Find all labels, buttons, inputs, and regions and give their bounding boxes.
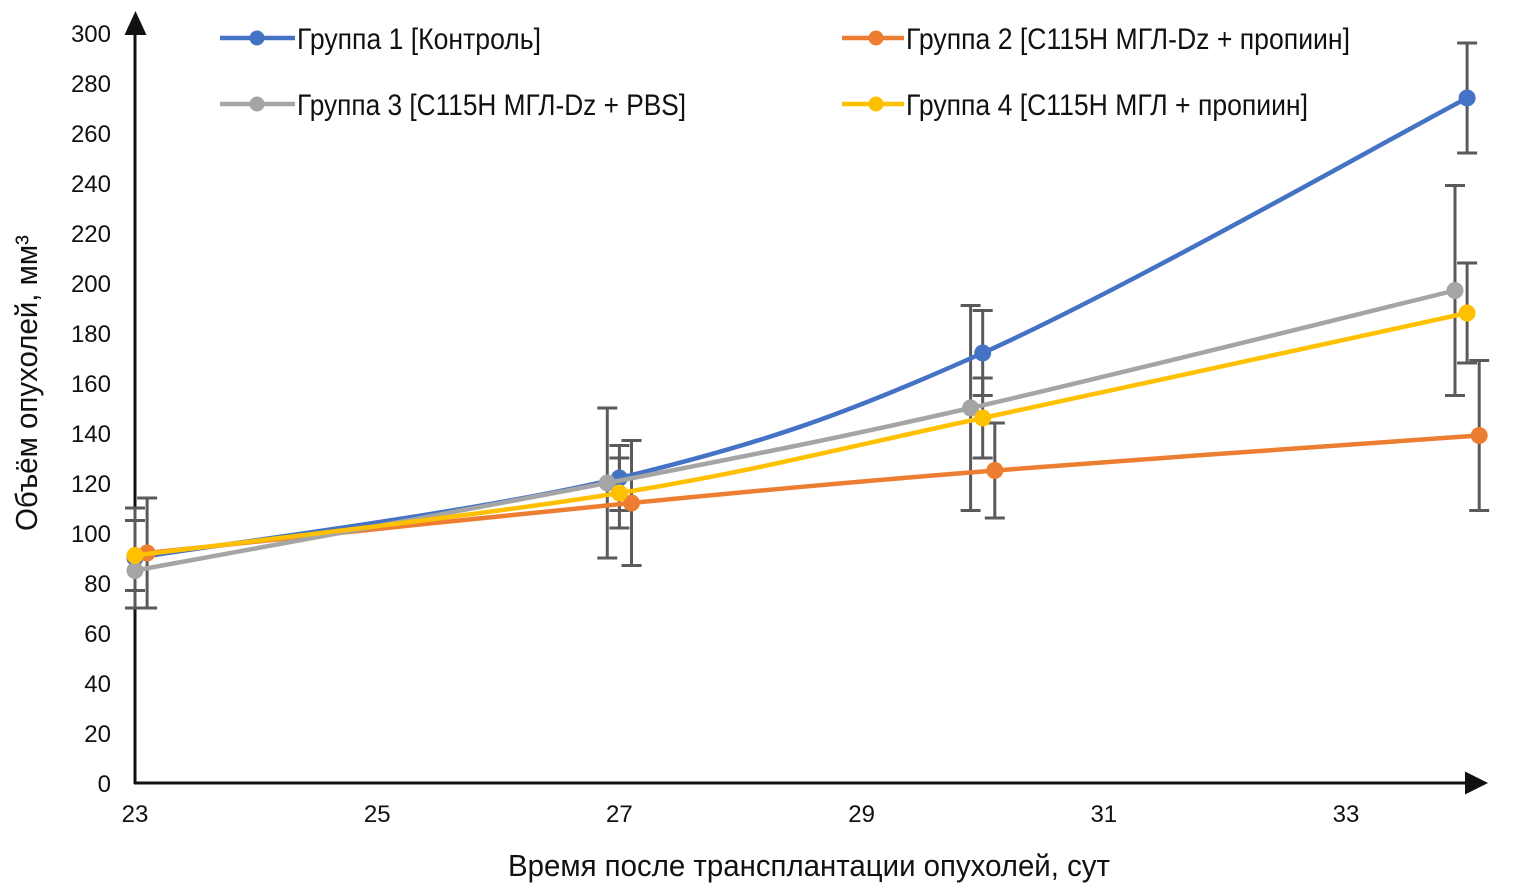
legend-marker-icon [868, 30, 884, 46]
legend-item-group-1[interactable]: Группа 1 [Контроль] [220, 23, 541, 56]
y-tick-label: 300 [71, 21, 111, 48]
y-axis-title: Объём опухолей, мм³ [9, 235, 44, 531]
y-axis-arrow-icon [124, 11, 147, 35]
data-point[interactable] [126, 562, 144, 579]
y-tick-label: 40 [84, 671, 111, 698]
y-tick-label: 60 [84, 621, 111, 648]
legend-label: Группа 3 [С115Н МГЛ-Dz + PBS] [297, 89, 686, 122]
data-point[interactable] [986, 462, 1004, 479]
x-tick-labels: 23 25 27 29 31 33 [122, 801, 1360, 828]
legend: Группа 1 [Контроль] Группа 2 [С115Н МГЛ-… [220, 23, 1350, 122]
x-axis-arrow-icon [1465, 771, 1488, 795]
x-axis-title: Время после трансплантации опухолей, сут [508, 848, 1110, 883]
data-point[interactable] [1470, 427, 1488, 444]
y-tick-label: 80 [84, 571, 111, 598]
y-tick-label: 160 [71, 371, 111, 398]
legend-item-group-4[interactable]: Группа 4 [С115Н МГЛ + пропиин] [842, 89, 1308, 122]
series-group-4 [126, 304, 1476, 564]
data-point[interactable] [974, 409, 992, 427]
series-line-4 [132, 310, 1470, 558]
y-tick-label: 100 [71, 521, 111, 548]
legend-label: Группа 2 [С115Н МГЛ-Dz + пропиин] [906, 23, 1350, 56]
y-tick-label: 260 [71, 121, 111, 148]
x-tick-label: 25 [364, 801, 391, 828]
data-point[interactable] [1458, 304, 1476, 322]
legend-label: Группа 4 [С115Н МГЛ + пропиин] [906, 89, 1308, 122]
data-point[interactable] [623, 494, 641, 512]
x-tick-label: 23 [122, 801, 149, 828]
data-point[interactable] [974, 344, 992, 362]
x-tick-label: 29 [848, 801, 875, 828]
data-point[interactable] [610, 484, 628, 502]
y-tick-label: 200 [71, 271, 111, 298]
y-tick-label: 20 [84, 721, 111, 748]
y-tick-label: 120 [71, 471, 111, 498]
y-tick-label: 220 [71, 221, 111, 248]
legend-item-group-2[interactable]: Группа 2 [С115Н МГЛ-Dz + пропиин] [842, 23, 1350, 56]
y-tick-label: 140 [71, 421, 111, 448]
x-tick-label: 27 [606, 801, 633, 828]
x-tick-label: 31 [1090, 801, 1117, 828]
x-tick-label: 33 [1333, 801, 1360, 828]
legend-marker-icon [249, 30, 265, 46]
y-tick-labels: 0 20 40 60 80 100 120 140 160 180 200 220 240 260 280 3… [71, 21, 111, 798]
data-point[interactable] [598, 474, 616, 492]
data-point[interactable] [1458, 89, 1476, 107]
y-tick-label: 0 [98, 771, 111, 798]
axes [124, 11, 1488, 795]
series-line-1 [132, 95, 1470, 561]
y-tick-label: 180 [71, 321, 111, 348]
legend-item-group-3[interactable]: Группа 3 [С115Н МГЛ-Dz + PBS] [220, 89, 686, 122]
legend-label: Группа 1 [Контроль] [297, 23, 541, 56]
data-point[interactable] [126, 547, 144, 564]
data-point[interactable] [1446, 282, 1464, 299]
legend-marker-icon [868, 96, 884, 112]
series-layer [126, 89, 1488, 579]
y-tick-label: 280 [71, 71, 111, 98]
legend-marker-icon [249, 96, 265, 112]
y-tick-label: 240 [71, 171, 111, 198]
data-point[interactable] [962, 399, 980, 417]
